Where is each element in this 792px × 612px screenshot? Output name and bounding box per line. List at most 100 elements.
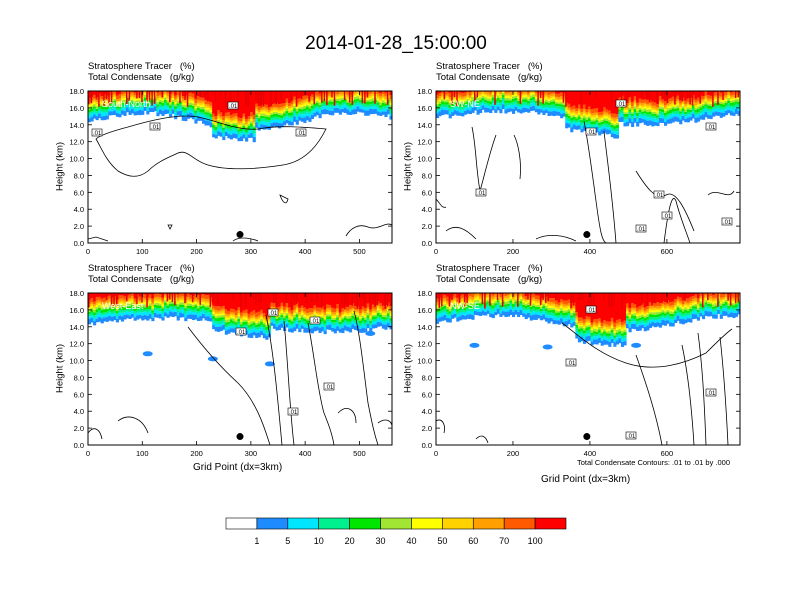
condensate-contour [475, 435, 489, 444]
condensate-contour [232, 237, 259, 242]
condensate-contour [345, 223, 392, 237]
panel-title: Stratosphere Tracer (%) Total Condensate … [88, 61, 195, 83]
contour-label: .01 [655, 193, 664, 199]
condensate-contour [635, 170, 695, 232]
y-tick-label: 8.0 [74, 373, 84, 382]
condensate-contour [279, 194, 289, 204]
contour-label-box [705, 122, 717, 131]
y-tick-label: 14.0 [417, 121, 432, 130]
y-tick-label: 0.0 [422, 239, 432, 248]
condensate-contour [681, 344, 695, 445]
y-tick-label: 6.0 [422, 188, 432, 197]
cross-section-plot: .01 .01 .01 .01 0 200 400 600 0.0 2.0 4.0 6.0 8.0 10.… [417, 289, 741, 458]
y-tick-label: 12.0 [69, 138, 84, 147]
condensate-contour [697, 332, 707, 445]
contour-label-box [475, 188, 487, 197]
colorbar-swatch [225, 517, 258, 530]
contour-label: .01 [477, 191, 486, 197]
contour-label: .01 [237, 330, 246, 336]
contour-label-box [235, 327, 247, 336]
contour-label-box [653, 190, 665, 199]
contour-label: .01 [637, 227, 646, 233]
contour-label: .01 [663, 214, 672, 220]
x-tick-label: 0 [434, 449, 438, 458]
contour-label: .01 [311, 319, 320, 325]
x-tick-label: 500 [353, 449, 366, 458]
condensate-contour [353, 310, 379, 445]
y-tick-label: 8.0 [74, 171, 84, 180]
colorbar-label: 10 [314, 536, 324, 546]
shading-layer [436, 293, 740, 445]
contour-label: .01 [93, 131, 102, 137]
colorbar-label: 60 [468, 536, 478, 546]
contour-label: .01 [567, 361, 576, 367]
y-tick-label: 2.0 [422, 222, 432, 231]
contour-label: .01 [707, 391, 716, 397]
contour-label-box [91, 128, 103, 137]
x-tick-label: 600 [661, 247, 674, 256]
shading-layer [88, 91, 392, 242]
contour-label: .01 [289, 410, 298, 416]
y-tick-label: 4.0 [74, 205, 84, 214]
condensate-contour [95, 115, 327, 177]
contour-label: .01 [587, 308, 596, 314]
colorbar-swatch [442, 517, 474, 530]
x-axis-label: Grid Point (dx=3km) [193, 462, 283, 473]
x-tick-label: 500 [353, 247, 366, 256]
contour-label: .01 [707, 125, 716, 131]
y-tick-label: 0.0 [74, 441, 84, 450]
condensate-contour [117, 416, 149, 434]
y-tick-label: 8.0 [422, 373, 432, 382]
panel-title-line: Total Condensate (g/kg) [436, 72, 543, 83]
location-marker [236, 433, 244, 441]
y-tick-label: 8.0 [422, 171, 432, 180]
contour-label: .01 [151, 125, 160, 131]
y-tick-label: 18.0 [417, 289, 432, 298]
contour-label: .01 [723, 220, 732, 226]
x-tick-label: 200 [507, 247, 520, 256]
condensate-contour [583, 120, 607, 243]
contour-note: Total Condensate Contours: .01 to .01 by… [577, 458, 731, 467]
colorbar-swatch [349, 517, 381, 530]
y-tick-label: 14.0 [69, 121, 84, 130]
colorbar-swatch [534, 517, 567, 530]
colorbar-label: 50 [437, 536, 447, 546]
condensate-contour [535, 235, 577, 242]
cross-section-plot: .01 .01 .01 .01 .01 0 100 200 300 400 500 0.0 2.0 4.0… [69, 289, 393, 458]
cross-section-plot: .01 .01 .01 .01 .01 .01 .01 .01 0 200 400 600 0.0 2.0… [417, 87, 741, 256]
x-tick-label: 300 [245, 449, 258, 458]
contour-label-box [295, 128, 307, 137]
contour-label-box [309, 316, 321, 325]
colorbar-swatch [411, 517, 443, 530]
panel-title-line: Stratosphere Tracer (%) [436, 263, 543, 274]
colorbar-swatch [318, 517, 350, 530]
shading-layer [88, 293, 392, 445]
y-tick-label: 18.0 [417, 87, 432, 96]
plot-area: .01 .01 .01 .01 0 100 200 300 400 500 0.0 2.0 4.0 6.0… [69, 87, 393, 256]
panel-title-line: Stratosphere Tracer (%) [436, 61, 543, 72]
y-tick-label: 2.0 [422, 424, 432, 433]
x-axis-label: Grid Point (dx=3km) [541, 474, 631, 485]
x-tick-label: 400 [299, 247, 312, 256]
condensate-contour [436, 198, 447, 208]
condensate-contour [436, 419, 445, 434]
x-tick-label: 600 [661, 449, 674, 458]
condensate-contour [561, 322, 733, 368]
shading-layer [436, 91, 740, 243]
x-tick-label: 200 [507, 449, 520, 458]
panel-title: Stratosphere Tracer (%) Total Condensate … [88, 263, 195, 285]
location-marker [583, 231, 591, 239]
contour-label-box [705, 388, 717, 397]
y-tick-label: 16.0 [69, 306, 84, 315]
condensate-contour [88, 428, 103, 440]
contour-label-box [661, 211, 673, 220]
y-tick-label: 16.0 [417, 104, 432, 113]
panel-title-line: Total Condensate (g/kg) [88, 72, 195, 83]
condensate-contour [167, 224, 173, 230]
y-tick-label: 14.0 [69, 323, 84, 332]
y-tick-label: 6.0 [422, 390, 432, 399]
plot-frame [87, 90, 393, 244]
panel-title-line: Stratosphere Tracer (%) [88, 263, 195, 274]
colorbar-label: 40 [406, 536, 416, 546]
contour-label-box [721, 217, 733, 226]
